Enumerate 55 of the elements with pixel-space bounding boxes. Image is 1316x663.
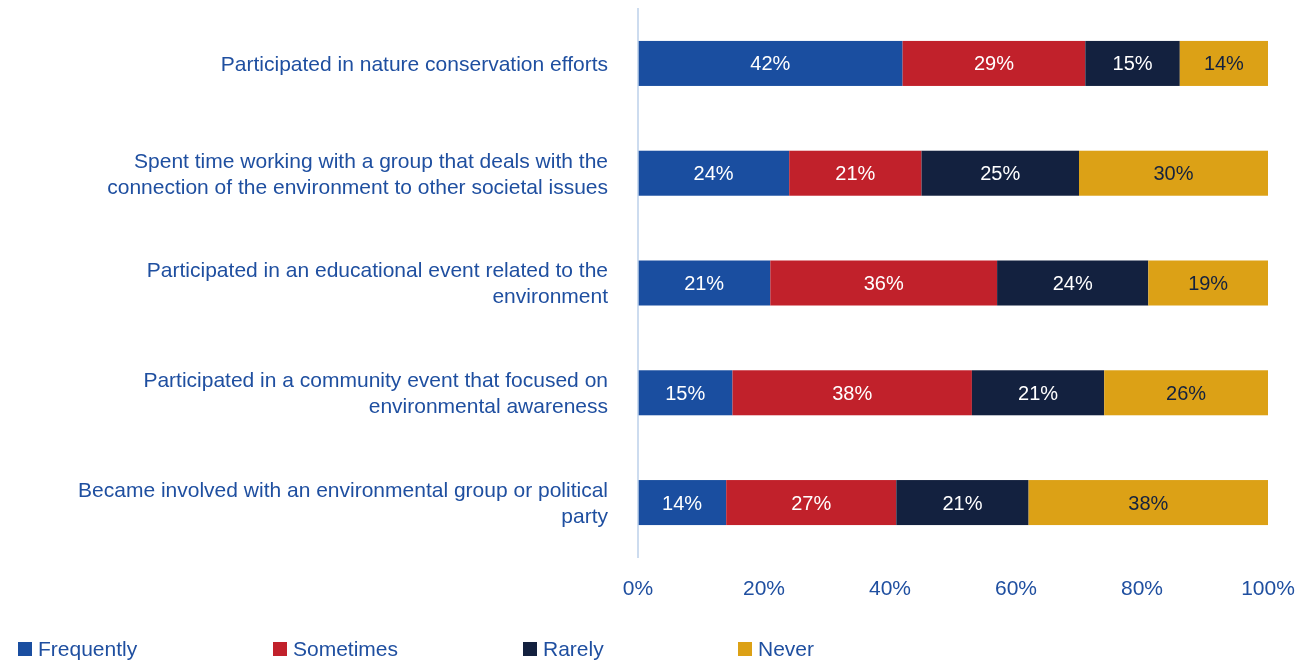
bar <box>1104 370 1268 416</box>
bar <box>638 260 771 306</box>
data-label: 24% <box>693 162 734 185</box>
bar <box>1085 40 1180 86</box>
x-tick-label: 80% <box>1120 576 1164 599</box>
legend-label: Never <box>758 637 815 661</box>
bar <box>1079 150 1268 196</box>
bar <box>638 150 790 196</box>
bar <box>902 40 1086 86</box>
y-tick-label: Spent time working with a group that deals with the connection of the environment to other societal issues <box>107 148 608 198</box>
y-tick-label: Participated in nature conservation efforts <box>220 51 608 75</box>
data-label: 15% <box>665 381 706 404</box>
data-label: 15% <box>1112 52 1153 75</box>
data-label: 14% <box>662 491 703 514</box>
bar <box>638 480 727 526</box>
x-tick-label: 60% <box>994 576 1038 599</box>
legend-label: Frequently <box>38 637 138 661</box>
data-label: 21% <box>684 272 725 294</box>
x-tick-label: 0% <box>622 576 654 599</box>
data-label: 42% <box>750 52 791 75</box>
data-label: 19% <box>1188 272 1229 294</box>
bar <box>971 370 1105 416</box>
bar <box>921 150 1079 196</box>
bar <box>896 480 1029 526</box>
data-label: 21% <box>942 491 983 514</box>
data-label: 21% <box>835 162 876 185</box>
bar <box>997 260 1149 306</box>
data-label: 26% <box>1166 381 1207 404</box>
x-tick-label: 100% <box>1241 576 1295 599</box>
data-label: 24% <box>1052 272 1093 294</box>
bar <box>638 40 903 86</box>
data-label: 30% <box>1153 162 1194 185</box>
data-label: 29% <box>973 52 1015 75</box>
y-tick-label: Participated in a community event that focused on environmental awareness <box>143 368 608 418</box>
bar <box>1028 480 1268 526</box>
data-label: 14% <box>1203 52 1245 75</box>
bar <box>732 370 972 416</box>
bar <box>1148 260 1268 306</box>
bar <box>638 370 733 416</box>
data-label: 38% <box>1128 491 1169 514</box>
data-label: 36% <box>863 272 904 294</box>
data-label: 27% <box>791 491 832 514</box>
bar <box>1179 40 1268 86</box>
legend-label: Rarely <box>543 637 605 661</box>
bar <box>770 260 998 306</box>
data-label: 25% <box>980 162 1021 185</box>
data-label: 21% <box>1018 381 1059 404</box>
data-label: 38% <box>832 381 873 404</box>
bar <box>726 480 897 526</box>
legend-label: Sometimes <box>293 637 399 661</box>
y-tick-label: Became involved with an environmental group or political party <box>78 477 609 527</box>
y-tick-label: Participated in an educational event related to the environment <box>146 258 609 308</box>
x-tick-label: 40% <box>868 576 912 599</box>
bar <box>789 150 922 196</box>
x-tick-label: 20% <box>742 576 786 599</box>
